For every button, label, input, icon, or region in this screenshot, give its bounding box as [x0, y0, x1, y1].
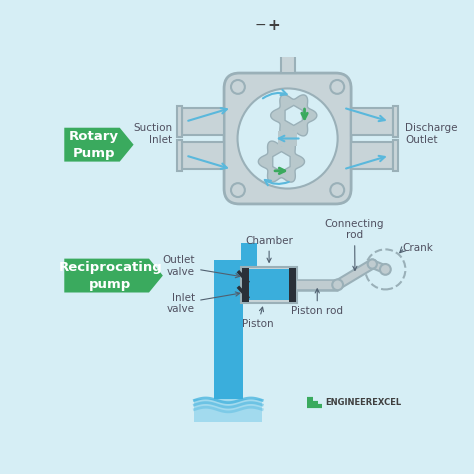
- Text: Discharge
Outlet: Discharge Outlet: [405, 123, 457, 145]
- Bar: [177, 140, 182, 171]
- Text: Crank: Crank: [402, 243, 433, 253]
- Bar: [393, 106, 398, 137]
- Text: Connecting
rod: Connecting rod: [325, 219, 384, 270]
- Bar: [264, 48, 310, 55]
- Circle shape: [332, 279, 343, 290]
- Bar: [242, 268, 249, 302]
- Text: +: +: [267, 18, 280, 33]
- Polygon shape: [271, 95, 317, 136]
- Circle shape: [330, 80, 344, 94]
- Bar: [177, 106, 182, 137]
- Bar: [241, 267, 297, 302]
- Circle shape: [368, 259, 377, 269]
- Circle shape: [231, 183, 245, 197]
- Text: Reciprocating
pump: Reciprocating pump: [59, 261, 163, 291]
- Bar: [214, 260, 243, 399]
- Polygon shape: [64, 259, 163, 292]
- Text: Outlet
valve: Outlet valve: [163, 255, 240, 278]
- Bar: [182, 142, 224, 169]
- Bar: [241, 260, 257, 285]
- Circle shape: [231, 80, 245, 94]
- Bar: [281, 52, 294, 73]
- Bar: [393, 140, 398, 171]
- Polygon shape: [278, 131, 297, 146]
- Text: Piston rod: Piston rod: [291, 289, 343, 316]
- FancyBboxPatch shape: [224, 73, 351, 204]
- Polygon shape: [285, 105, 302, 126]
- Text: ENGINEEREXCEL: ENGINEEREXCEL: [325, 398, 401, 407]
- Bar: [351, 142, 393, 169]
- Circle shape: [237, 89, 337, 189]
- Polygon shape: [258, 141, 304, 182]
- Text: −: −: [254, 18, 266, 32]
- Bar: [289, 268, 296, 302]
- Bar: [249, 269, 289, 300]
- Circle shape: [330, 183, 344, 197]
- Bar: [182, 109, 224, 135]
- Text: Rotary
Pump: Rotary Pump: [69, 130, 118, 160]
- Circle shape: [262, 29, 279, 46]
- Text: Suction
Inlet: Suction Inlet: [133, 123, 173, 145]
- Text: Chamber: Chamber: [245, 236, 293, 262]
- Polygon shape: [64, 128, 134, 162]
- Text: Piston: Piston: [242, 307, 274, 329]
- Polygon shape: [273, 152, 290, 172]
- Text: Inlet
valve: Inlet valve: [167, 292, 240, 314]
- Circle shape: [380, 264, 391, 275]
- Bar: [194, 399, 262, 422]
- Bar: [241, 243, 257, 260]
- Bar: [351, 109, 393, 135]
